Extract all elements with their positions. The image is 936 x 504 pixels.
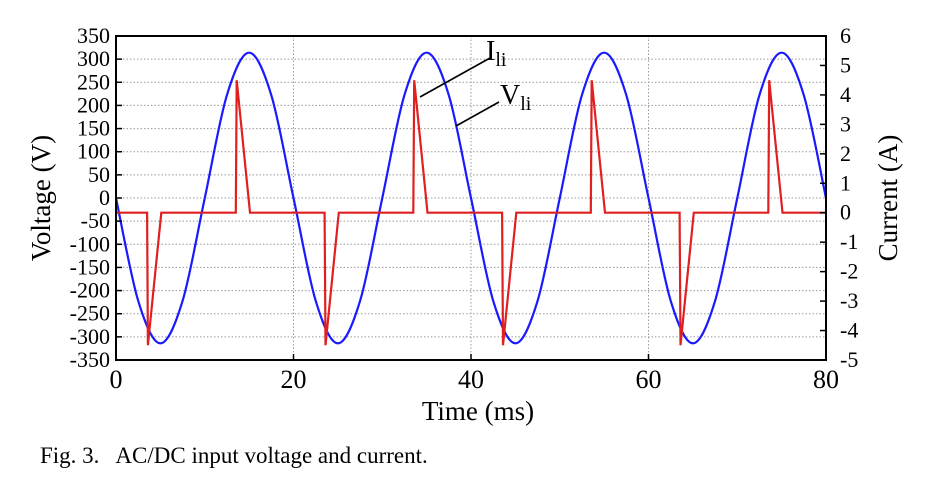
x-tick-label: 40 <box>458 365 484 394</box>
y-left-tick-label: 300 <box>77 46 110 71</box>
vli-annotation-main: V <box>500 80 520 111</box>
x-tick-label: 0 <box>110 365 123 394</box>
y-right-tick-label: 4 <box>840 82 851 107</box>
series-layer <box>114 51 828 346</box>
vli-leader-line <box>455 101 500 127</box>
x-axis-title: Time (ms) <box>422 396 534 426</box>
y-left-tick-label: 50 <box>88 162 110 187</box>
y-right-tick-label: 5 <box>840 52 851 77</box>
y-right-tick-label: 3 <box>840 111 851 136</box>
y-left-tick-label: -100 <box>70 231 110 256</box>
y-left-tick-label: 350 <box>77 23 110 48</box>
x-tick-label: 60 <box>636 365 662 394</box>
y-right-tick-label: -2 <box>840 259 858 284</box>
ili-annotation-sub: li <box>495 49 507 71</box>
y-left-tick-label: -150 <box>70 254 110 279</box>
y-left-tick-label: 0 <box>99 185 110 210</box>
y-left-tick-label: 100 <box>77 139 110 164</box>
series-line-vli <box>114 51 828 345</box>
y-right-tick-label: 0 <box>840 200 851 225</box>
y-right-tick-label: 6 <box>840 23 851 48</box>
y-left-tick-label: -300 <box>70 324 110 349</box>
series-line-ili <box>116 80 826 346</box>
x-tick-label: 20 <box>281 365 307 394</box>
y-right-tick-label: -1 <box>840 229 858 254</box>
right-axis: 6 5 4 3 2 1 0 -1 -2 -3 -4 -5 <box>820 23 858 372</box>
y-left-tick-label: -350 <box>70 347 110 372</box>
y-left-tick-label: -50 <box>81 208 110 233</box>
y-right-tick-label: 1 <box>840 170 851 195</box>
y-left-tick-label: -250 <box>70 301 110 326</box>
y-right-tick-label: 2 <box>840 141 851 166</box>
y-left-tick-label: -200 <box>70 278 110 303</box>
y-right-tick-label: -5 <box>840 347 858 372</box>
vli-annotation-sub: li <box>520 93 532 115</box>
y-right-tick-label: -4 <box>840 318 858 343</box>
y-left-tick-label: 200 <box>77 92 110 117</box>
grid <box>116 36 826 360</box>
ili-annotation: Ili <box>486 36 507 71</box>
ili-leader-line <box>419 57 491 98</box>
y-right-tick-label: -3 <box>840 288 858 313</box>
y-left-tick-label: 250 <box>77 69 110 94</box>
figure-caption: Fig. 3. AC/DC input voltage and current. <box>40 443 428 468</box>
y-left-axis-title: Voltage (V) <box>26 135 56 261</box>
left-axis: 350300250200150100500-50-100-150-200-250… <box>70 23 122 372</box>
ili-annotation-main: I <box>486 36 495 67</box>
y-right-axis-title: Current (A) <box>873 135 903 262</box>
bottom-axis: 0 20 40 60 80 <box>110 354 839 394</box>
x-tick-label: 80 <box>813 365 839 394</box>
vli-annotation: Vli <box>500 80 532 115</box>
y-left-tick-label: 150 <box>77 116 110 141</box>
